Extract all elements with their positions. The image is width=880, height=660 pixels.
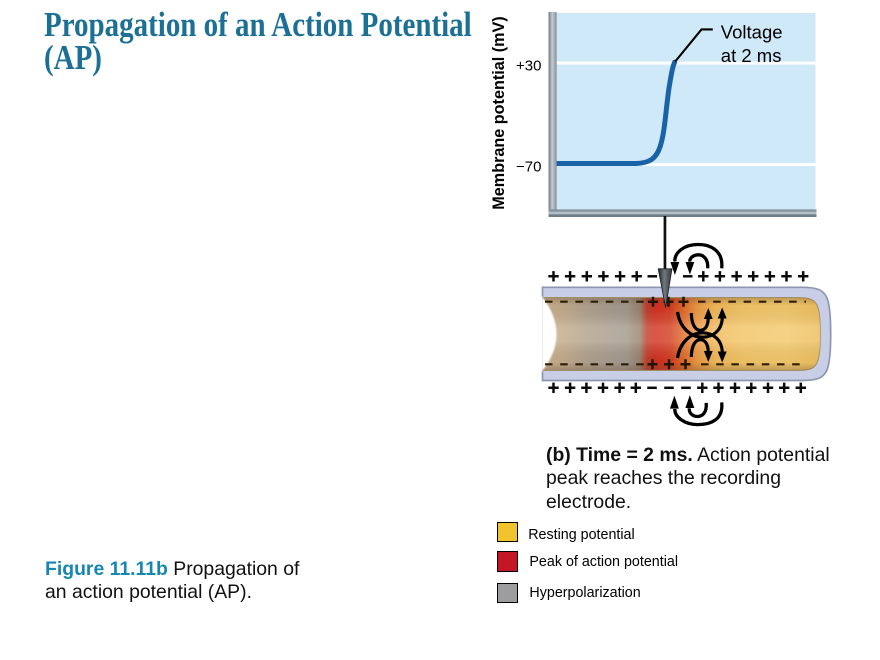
svg-text:−70: −70 [516, 158, 541, 175]
svg-text:+30: +30 [516, 58, 541, 75]
svg-text:at 2 ms: at 2 ms [721, 45, 782, 66]
svg-text:Voltage: Voltage [721, 22, 783, 43]
svg-text:Membrane potential (mV): Membrane potential (mV) [490, 16, 508, 209]
